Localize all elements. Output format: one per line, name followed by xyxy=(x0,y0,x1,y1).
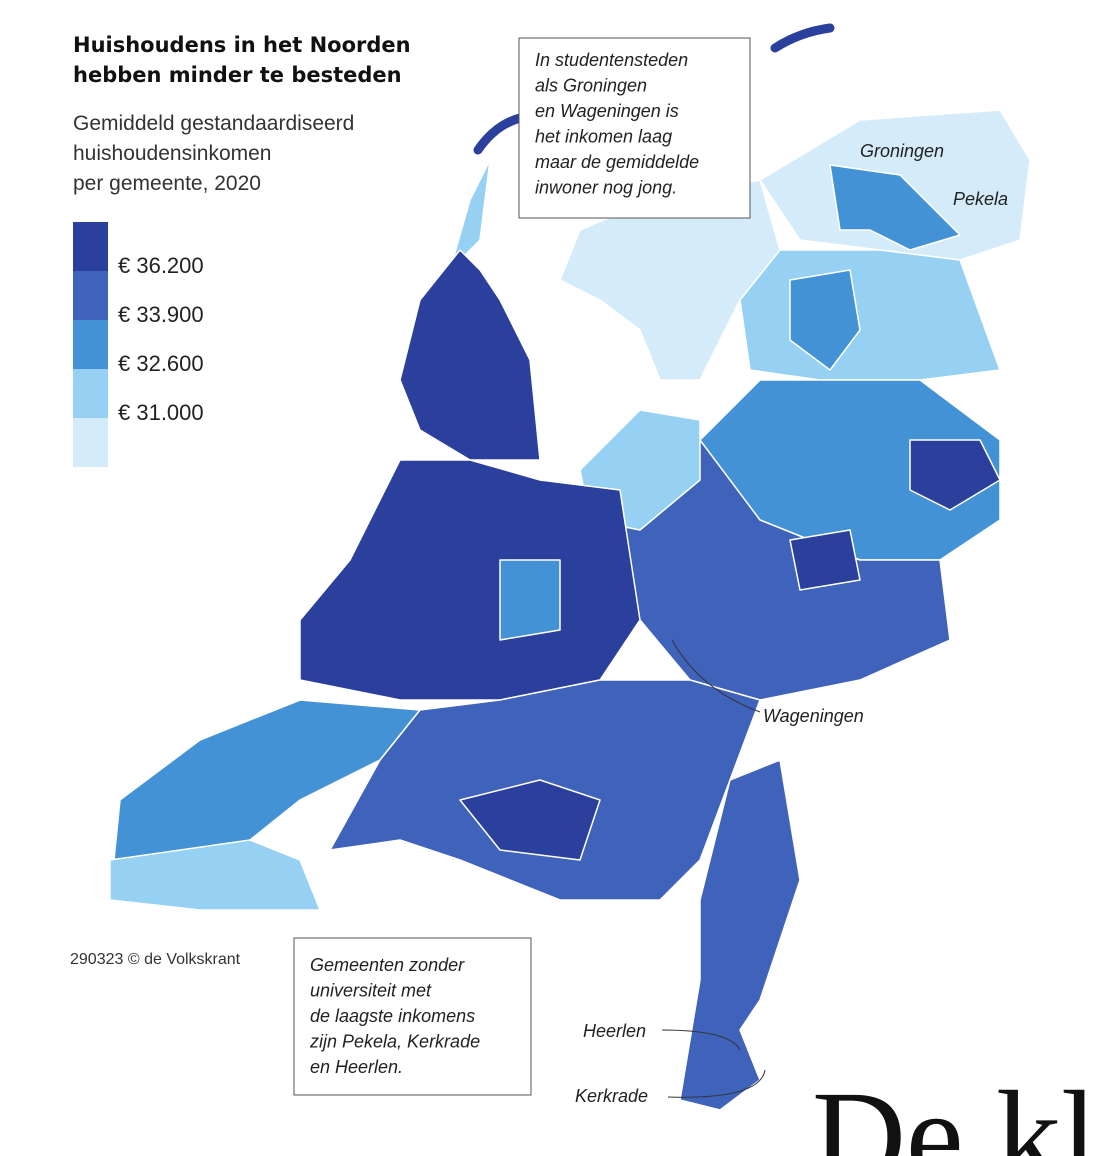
annotation-text: In studentensteden xyxy=(535,50,688,70)
annotation-text: maar de gemiddelde xyxy=(535,152,699,172)
region xyxy=(789,269,861,371)
region xyxy=(109,839,321,911)
legend-swatch xyxy=(73,418,108,467)
annotation-text: zijn Pekela, Kerkrade xyxy=(309,1032,480,1052)
legend-label: € 32.600 xyxy=(118,351,204,376)
subtitle: huishoudensinkomen xyxy=(73,142,271,165)
annotation-text: het inkomen laag xyxy=(535,127,672,147)
leader-line xyxy=(671,639,761,713)
region xyxy=(829,164,961,251)
annotation-text: inwoner nog jong. xyxy=(535,178,677,198)
legend-label: € 31.000 xyxy=(118,400,204,425)
region xyxy=(909,439,1001,511)
legend: € 36.200 € 33.900 € 32.600 € 31.000 xyxy=(73,222,204,467)
annotation-box xyxy=(293,937,532,1096)
place-label: Pekela xyxy=(953,189,1008,209)
leader-line xyxy=(667,1069,766,1098)
subtitle: per gemeente, 2020 xyxy=(73,172,261,195)
subtitle: Gemiddeld gestandaardiseerd xyxy=(73,112,354,135)
region xyxy=(789,529,861,591)
place-label: Heerlen xyxy=(583,1021,646,1041)
leader-line xyxy=(661,1029,741,1051)
region xyxy=(449,159,491,271)
legend-swatch xyxy=(73,271,108,320)
title: Huishoudens in het Noorden xyxy=(73,33,411,57)
credit: 290323 © de Volkskrant xyxy=(70,951,241,968)
place-label: Groningen xyxy=(860,141,944,161)
annotation-text: en Wageningen is xyxy=(535,101,679,121)
region xyxy=(399,249,541,461)
place-label: Kerkrade xyxy=(575,1086,648,1106)
legend-swatch xyxy=(73,222,108,271)
annotation-text: als Groningen xyxy=(535,76,647,96)
region xyxy=(739,249,1001,381)
region xyxy=(499,559,561,641)
wadden-island xyxy=(770,23,835,53)
legend-label: € 33.900 xyxy=(118,302,204,327)
region xyxy=(459,779,601,861)
title: hebben minder te besteden xyxy=(73,63,402,87)
legend-swatch xyxy=(73,369,108,418)
annotation-text: de laagste inkomens xyxy=(310,1006,475,1026)
legend-swatch xyxy=(73,320,108,369)
annotation-box xyxy=(518,37,751,219)
place-label: Wageningen xyxy=(763,706,864,726)
region xyxy=(299,459,641,701)
annotations: In studentensteden als Groningen en Wageni… xyxy=(309,50,699,1077)
annotation-text: universiteit met xyxy=(310,981,432,1001)
annotation-text: Gemeenten zonder xyxy=(310,955,465,975)
masthead: De kl xyxy=(812,1065,1093,1156)
annotation-text: en Heerlen. xyxy=(310,1057,403,1077)
legend-label: € 36.200 xyxy=(118,253,204,278)
map xyxy=(109,23,1031,1111)
wadden-island xyxy=(473,113,525,155)
